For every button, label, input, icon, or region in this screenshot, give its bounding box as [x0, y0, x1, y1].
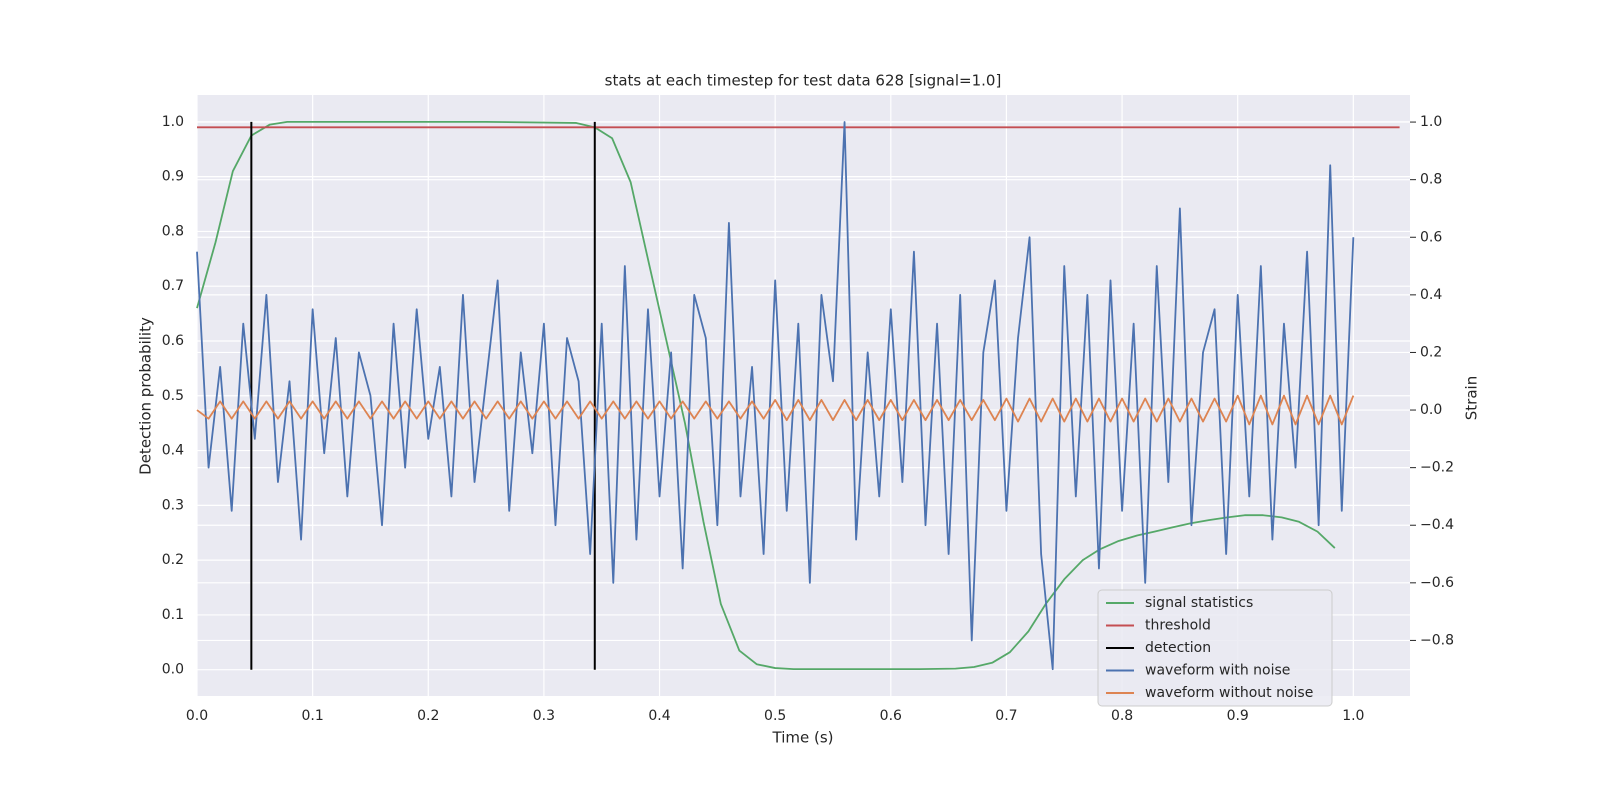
y-tick-label: 0.6	[162, 333, 184, 349]
legend-label: waveform without noise	[1145, 685, 1313, 701]
y-tick-label: 0.2	[162, 552, 184, 568]
y2-tick-label: 0.0	[1420, 402, 1442, 418]
y-tick-label: 0.3	[162, 497, 184, 513]
y-tick-label: 0.0	[162, 662, 184, 678]
y2-tick-label: 0.4	[1420, 287, 1442, 303]
x-tick-label: 1.0	[1342, 708, 1364, 724]
x-tick-label: 0.9	[1227, 708, 1249, 724]
chart-title: stats at each timestep for test data 628…	[605, 72, 1002, 90]
legend-label: waveform with noise	[1145, 663, 1290, 679]
y2-tick-label: 1.0	[1420, 114, 1442, 130]
y-axis-label: Detection probability	[137, 317, 155, 475]
series-line	[196, 121, 1355, 671]
y2-tick-label: −0.8	[1420, 632, 1454, 648]
x-tick-label: 0.1	[302, 708, 324, 724]
y2-tick-label: 0.8	[1420, 172, 1442, 188]
y2-axis-label: Strain	[1463, 376, 1481, 420]
y2-tick-label: −0.4	[1420, 517, 1454, 533]
legend: signal statistics threshold detection wavef…	[1097, 589, 1333, 707]
y-tick-label: 0.4	[162, 443, 184, 459]
series-line	[196, 394, 1355, 426]
y2-tick-label: −0.6	[1420, 575, 1454, 591]
x-tick-label: 0.0	[186, 708, 208, 724]
legend-box	[1097, 589, 1333, 707]
x-axis-label: Time (s)	[772, 729, 834, 747]
x-tick-label: 0.3	[533, 708, 555, 724]
y-tick-label: 0.9	[162, 169, 184, 185]
y-tick-label: 0.5	[162, 388, 184, 404]
y2-tick-label: −0.2	[1420, 460, 1454, 476]
y2-tick-label: 0.6	[1420, 229, 1442, 245]
y2-tick-label: 0.2	[1420, 344, 1442, 360]
y-tick-label: 0.7	[162, 278, 184, 294]
series-line	[196, 120, 1336, 671]
x-tick-label: 0.4	[648, 708, 670, 724]
y-tick-label: 1.0	[162, 114, 184, 130]
y-tick-label: 0.8	[162, 223, 184, 239]
x-tick-label: 0.7	[995, 708, 1017, 724]
legend-label: threshold	[1145, 618, 1211, 634]
x-tick-label: 0.5	[764, 708, 786, 724]
x-tick-label: 0.2	[417, 708, 439, 724]
y-tick-label: 0.1	[162, 607, 184, 623]
x-tick-label: 0.8	[1111, 708, 1133, 724]
legend-label: detection	[1145, 640, 1211, 656]
legend-label: signal statistics	[1145, 595, 1253, 611]
x-tick-label: 0.6	[880, 708, 902, 724]
